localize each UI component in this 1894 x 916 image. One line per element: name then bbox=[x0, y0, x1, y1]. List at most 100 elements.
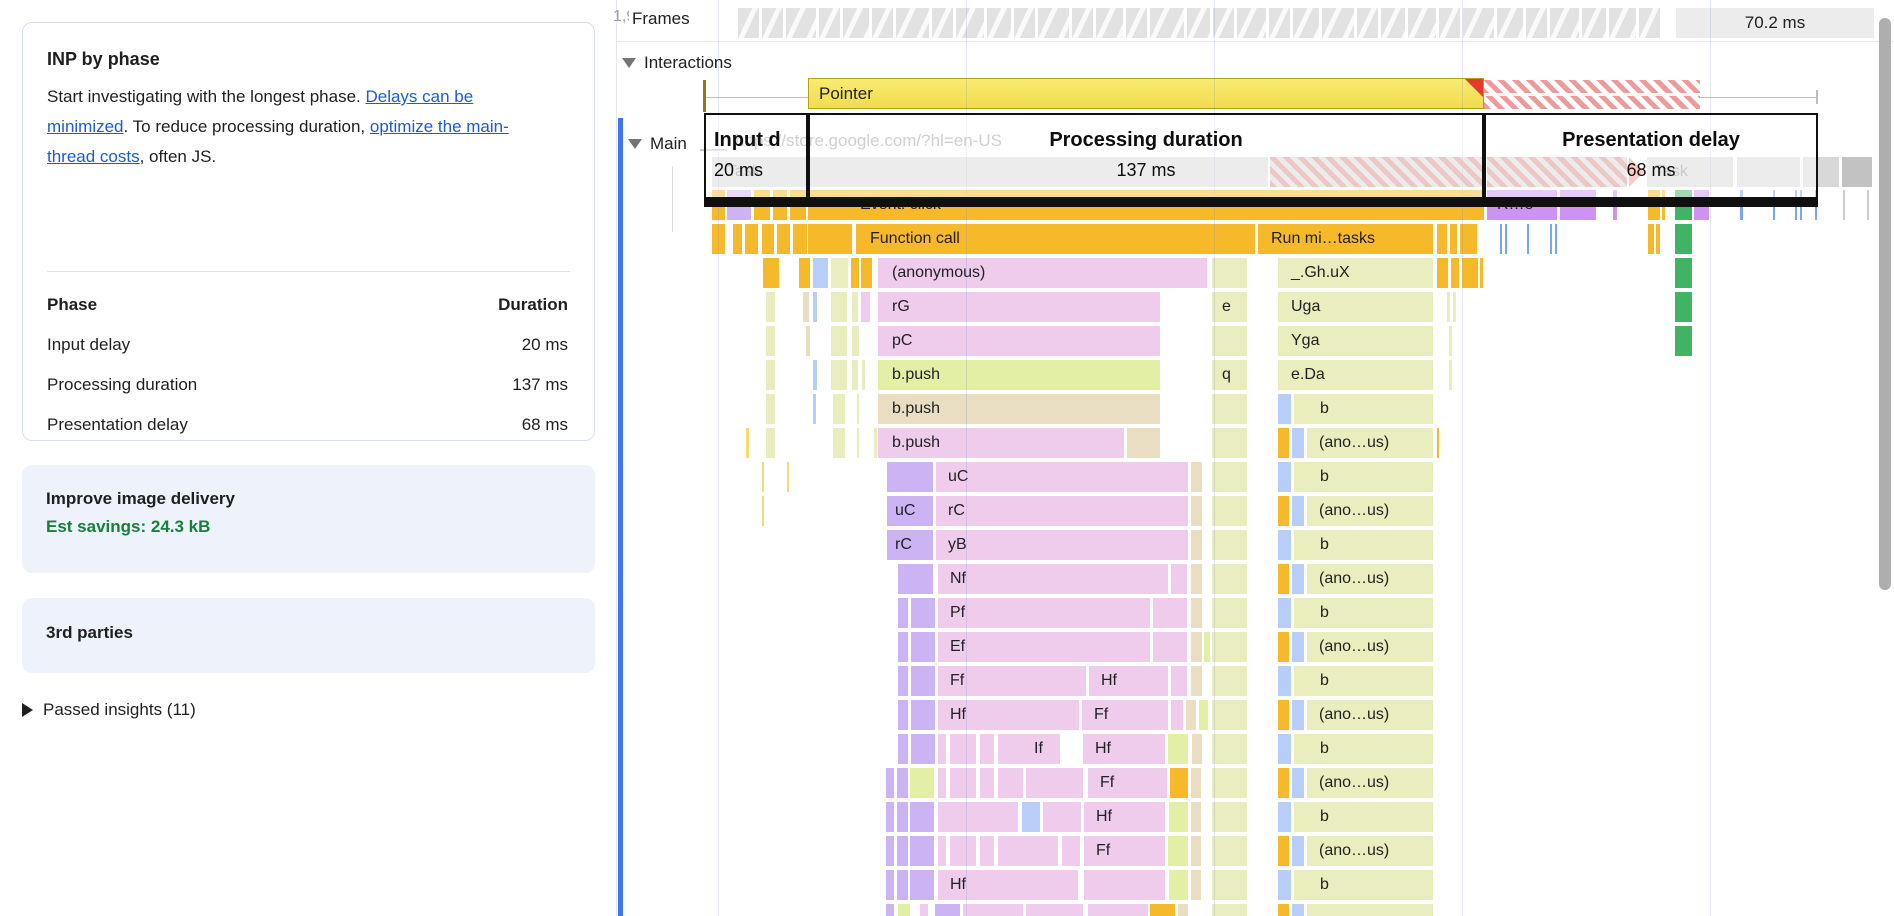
flame-bar[interactable] bbox=[857, 394, 859, 424]
flame-bar-b-push[interactable]: b.push bbox=[878, 428, 1124, 458]
flame-bar[interactable] bbox=[762, 224, 774, 254]
flame-bar[interactable] bbox=[1278, 768, 1289, 798]
flame-bar[interactable] bbox=[898, 564, 933, 594]
flame-bar[interactable] bbox=[851, 258, 859, 288]
flame-bar-b-push[interactable]: b.push bbox=[878, 394, 1160, 424]
flame-bar[interactable] bbox=[1171, 564, 1187, 594]
flame-bar[interactable] bbox=[938, 836, 946, 866]
flame-bar[interactable] bbox=[886, 836, 894, 866]
flame-bar[interactable] bbox=[1307, 904, 1433, 916]
flame-bar[interactable] bbox=[1212, 394, 1247, 424]
flame-bar[interactable] bbox=[1168, 836, 1188, 866]
flame-bar[interactable] bbox=[1127, 428, 1160, 458]
flame-bar-ano-us[interactable]: (ano…us) bbox=[1307, 632, 1433, 662]
flame-bar[interactable] bbox=[777, 224, 790, 254]
flame-bar[interactable] bbox=[911, 632, 935, 662]
flame-bar[interactable] bbox=[1191, 870, 1201, 900]
flame-bar[interactable] bbox=[1212, 326, 1247, 356]
flame-bar[interactable] bbox=[762, 496, 764, 526]
flame-bar[interactable] bbox=[1278, 632, 1289, 662]
flame-bar-yga[interactable]: Yga bbox=[1278, 326, 1433, 356]
flame-bar[interactable] bbox=[1278, 462, 1291, 492]
flame-bar[interactable] bbox=[1437, 258, 1448, 288]
flame-bar-hf[interactable]: Hf bbox=[1089, 666, 1168, 696]
flame-bar-e-da[interactable]: e.Da bbox=[1278, 360, 1433, 390]
flame-bar[interactable] bbox=[1278, 598, 1291, 628]
flame-bar[interactable] bbox=[874, 428, 877, 458]
flame-bar[interactable] bbox=[1292, 768, 1304, 798]
flame-bar[interactable] bbox=[813, 258, 828, 288]
flame-bar[interactable] bbox=[897, 870, 908, 900]
flame-bar-ff[interactable]: Ff bbox=[1088, 768, 1167, 798]
passed-insights-toggle[interactable]: Passed insights (11) bbox=[22, 700, 196, 720]
flame-bar[interactable] bbox=[813, 394, 816, 424]
flame-bar-b[interactable]: b bbox=[1294, 530, 1433, 560]
frame-tile[interactable] bbox=[1269, 8, 1290, 38]
flame-bar[interactable] bbox=[950, 768, 976, 798]
flame-bar[interactable] bbox=[910, 768, 934, 798]
flame-bar-b[interactable]: b bbox=[1294, 870, 1433, 900]
flame-bar[interactable] bbox=[1278, 836, 1289, 866]
flame-bar[interactable] bbox=[1292, 496, 1304, 526]
flame-bar[interactable] bbox=[1169, 870, 1188, 900]
flame-bar[interactable] bbox=[813, 292, 817, 322]
flame-bar[interactable] bbox=[1278, 870, 1291, 900]
vertical-scrollbar[interactable] bbox=[1879, 18, 1891, 590]
flame-bar[interactable] bbox=[1043, 802, 1081, 832]
flame-bar[interactable] bbox=[1675, 292, 1692, 322]
flame-bar-rc[interactable]: rC bbox=[936, 496, 1188, 526]
flame-bar[interactable] bbox=[1675, 224, 1692, 254]
frame-tile[interactable] bbox=[1322, 8, 1354, 38]
flame-bar[interactable] bbox=[1212, 836, 1247, 866]
flame-bar-if[interactable]: If bbox=[998, 734, 1060, 764]
frame-tile[interactable] bbox=[1582, 8, 1606, 38]
flame-bar-pc[interactable]: pC bbox=[878, 326, 1160, 356]
frame-tile[interactable] bbox=[1126, 8, 1147, 38]
flame-bar[interactable] bbox=[852, 292, 858, 322]
flame-bar[interactable] bbox=[980, 734, 994, 764]
frame-tile[interactable] bbox=[843, 8, 869, 38]
improve-image-delivery-card[interactable]: Improve image delivery Est savings: 24.3… bbox=[22, 465, 595, 573]
flame-bar[interactable] bbox=[1026, 768, 1083, 798]
frame-tile[interactable] bbox=[1497, 8, 1523, 38]
flame-bar[interactable] bbox=[1462, 258, 1478, 288]
main-track-toggle[interactable]: Main bbox=[628, 134, 687, 154]
frame-tile[interactable] bbox=[786, 8, 816, 38]
flame-bar[interactable] bbox=[1500, 224, 1502, 254]
frame-tile[interactable] bbox=[872, 8, 893, 38]
flame-bar[interactable] bbox=[1088, 904, 1148, 916]
flame-bar-ef[interactable]: Ef bbox=[938, 632, 1150, 662]
flame-bar[interactable] bbox=[1437, 224, 1447, 254]
flame-bar[interactable] bbox=[886, 802, 894, 832]
flame-bar[interactable] bbox=[1178, 904, 1188, 916]
flame-bar[interactable] bbox=[831, 258, 848, 288]
flame-bar[interactable] bbox=[898, 700, 908, 730]
flame-bar[interactable] bbox=[1062, 836, 1080, 866]
frame-tile[interactable] bbox=[1293, 8, 1319, 38]
flame-bar-hf[interactable]: Hf bbox=[938, 870, 1078, 900]
flame-bar[interactable] bbox=[886, 870, 894, 900]
flame-bar[interactable] bbox=[806, 326, 810, 356]
flame-bar[interactable] bbox=[766, 360, 775, 390]
flame-bar[interactable] bbox=[898, 904, 910, 916]
flame-bar[interactable] bbox=[1212, 462, 1247, 492]
flame-bar[interactable] bbox=[998, 836, 1058, 866]
flame-bar-ano-us[interactable]: (ano…us) bbox=[1307, 564, 1433, 594]
flame-bar[interactable] bbox=[766, 428, 775, 458]
frame-tile[interactable] bbox=[1014, 8, 1035, 38]
flame-bar-ff[interactable]: Ff bbox=[938, 666, 1086, 696]
flame-bar[interactable] bbox=[746, 428, 749, 458]
flame-bar[interactable] bbox=[1212, 530, 1247, 560]
flame-bar[interactable] bbox=[1204, 632, 1210, 662]
flame-bar[interactable] bbox=[1212, 428, 1247, 458]
flame-bar-rc[interactable]: rC bbox=[887, 530, 933, 560]
flame-bar[interactable] bbox=[793, 224, 807, 254]
flame-bar[interactable] bbox=[998, 768, 1023, 798]
flame-bar[interactable] bbox=[1437, 428, 1439, 458]
frame-tile[interactable] bbox=[1381, 8, 1405, 38]
flame-bar[interactable] bbox=[887, 462, 933, 492]
flame-bar[interactable] bbox=[938, 802, 1018, 832]
flame-bar[interactable] bbox=[886, 768, 894, 798]
flame-bar-ano-us[interactable]: (ano…us) bbox=[1307, 496, 1433, 526]
flame-bar[interactable] bbox=[733, 224, 742, 254]
